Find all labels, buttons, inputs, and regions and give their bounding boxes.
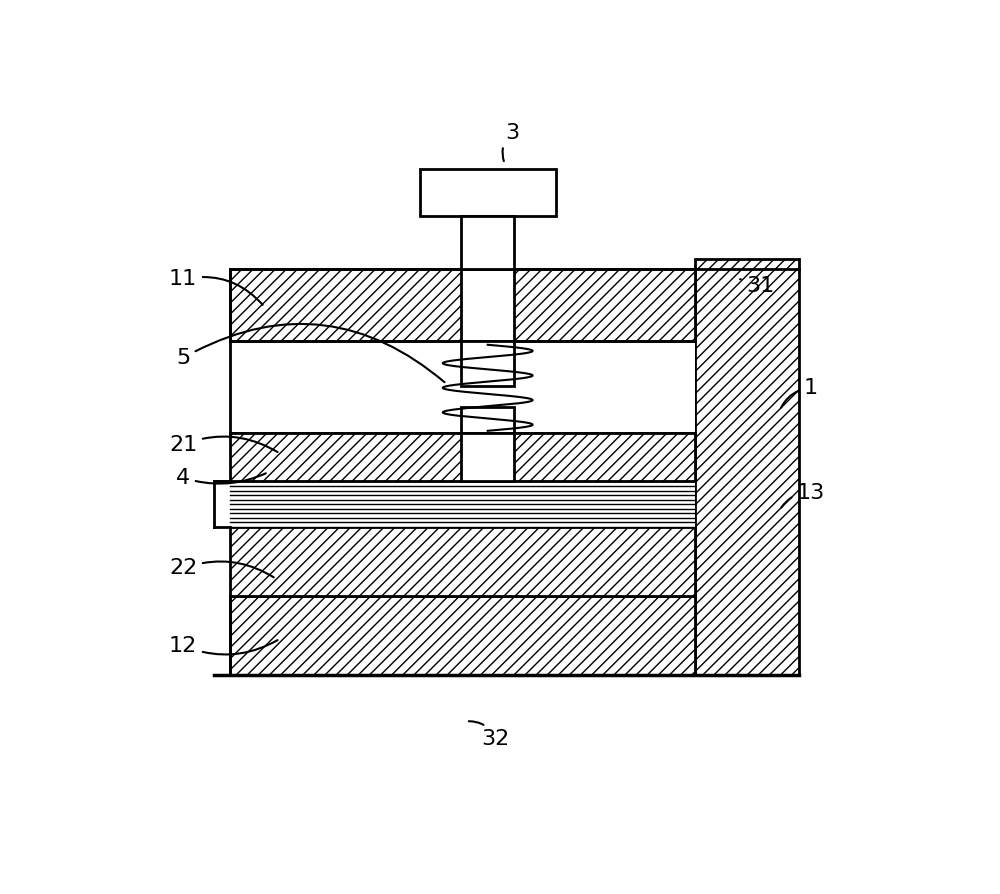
Text: 3: 3: [503, 122, 520, 161]
Text: 13: 13: [781, 483, 825, 508]
Bar: [230, 481, 695, 527]
Text: 5: 5: [176, 324, 445, 383]
Bar: [230, 527, 695, 596]
Text: 31: 31: [740, 276, 775, 296]
Bar: [461, 433, 514, 481]
Text: 4: 4: [176, 468, 266, 487]
Bar: [230, 342, 695, 433]
Bar: [461, 407, 514, 433]
Bar: [461, 269, 514, 342]
Bar: [695, 258, 799, 675]
Bar: [230, 269, 695, 342]
Text: 22: 22: [169, 559, 274, 578]
Text: 12: 12: [169, 636, 278, 655]
Text: 32: 32: [469, 721, 510, 749]
Text: 21: 21: [169, 434, 278, 454]
Bar: [230, 596, 695, 675]
Bar: [230, 433, 695, 481]
Text: 11: 11: [169, 269, 263, 305]
Bar: [420, 169, 556, 216]
Text: 1: 1: [781, 378, 818, 408]
Bar: [461, 342, 514, 386]
Bar: [461, 216, 514, 269]
